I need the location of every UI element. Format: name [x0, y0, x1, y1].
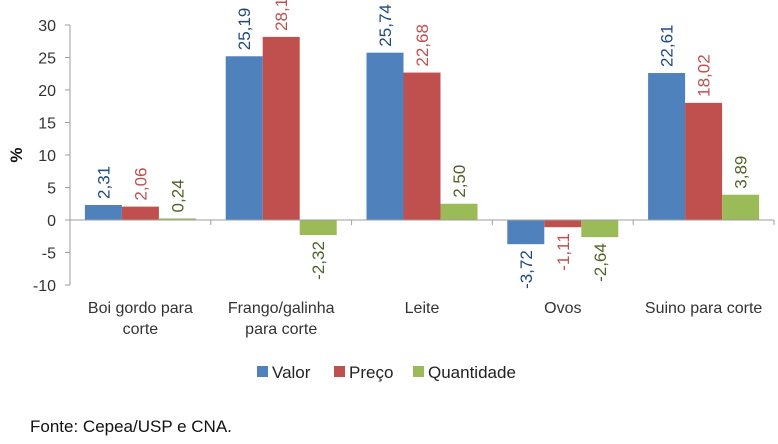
- bar-quantidade: [158, 218, 196, 220]
- x-tick-label: para corte: [245, 321, 317, 338]
- legend-swatch-valor: [257, 366, 268, 377]
- x-axis: Boi gordo para corte Frango/galinha para co…: [69, 219, 775, 338]
- x-tick-label: Frango/galinha: [228, 300, 335, 317]
- y-tick-label: 30: [38, 18, 56, 35]
- legend-label: Quantidade: [428, 363, 516, 382]
- bar-chart: -10 -5 0 5 10 15 20 25 30% Boi gordo para corte Fr…: [7, 0, 775, 382]
- y-tick-label: 0: [47, 213, 56, 230]
- data-label: -3,72: [517, 250, 536, 289]
- data-label: -2,64: [591, 243, 610, 282]
- y-tick-label: 15: [38, 116, 56, 133]
- data-label: 25,74: [376, 4, 395, 47]
- y-tick-label: -10: [33, 278, 56, 295]
- y-axis: -10 -5 0 5 10 15 20 25 30%: [7, 18, 71, 295]
- y-tick-label: 25: [38, 51, 56, 68]
- legend-label: Valor: [272, 363, 311, 382]
- legend-swatch-preço: [334, 366, 345, 377]
- data-label: 22,61: [658, 24, 677, 67]
- x-tick-label: Suino para corte: [645, 300, 763, 317]
- y-axis-title: %: [7, 147, 26, 162]
- y-tick-label: 10: [38, 148, 56, 165]
- legend: Valor Preço Quantidade: [257, 363, 516, 382]
- bar-preço: [262, 36, 300, 220]
- source-note: Fonte: Cepea/USP e CNA.: [30, 417, 232, 436]
- bar-valor: [648, 73, 686, 220]
- data-label: 2,50: [450, 165, 469, 198]
- bars: [84, 36, 760, 245]
- data-label: 22,68: [413, 24, 432, 67]
- bar-preço: [544, 220, 582, 228]
- data-labels: 2,31 2,06 0,24 25,19 28,17 -2,32 25,74 22,68 2,5…: [94, 0, 750, 289]
- bar-quantidade: [440, 203, 478, 220]
- legend-swatch-quantidade: [413, 366, 424, 377]
- data-label: 18,02: [695, 54, 714, 97]
- bar-quantidade: [299, 220, 337, 236]
- bar-valor: [507, 220, 545, 245]
- data-label: 28,17: [272, 0, 291, 31]
- bar-valor: [225, 56, 263, 220]
- bar-preço: [121, 206, 159, 220]
- x-tick-label: corte: [123, 321, 159, 338]
- data-label: 2,06: [131, 168, 150, 201]
- x-tick-label: Boi gordo para: [88, 300, 193, 317]
- x-tick-label: Leite: [405, 300, 440, 317]
- data-label: 25,19: [235, 8, 254, 51]
- data-label: 3,89: [732, 156, 751, 189]
- bar-valor: [84, 204, 122, 220]
- data-label: -1,11: [554, 233, 573, 271]
- y-tick-label: 20: [38, 83, 56, 100]
- legend-label: Preço: [349, 363, 393, 382]
- bar-quantidade: [722, 194, 760, 220]
- bar-preço: [403, 72, 441, 220]
- data-label: 0,24: [168, 179, 187, 212]
- data-label: -2,32: [309, 241, 328, 280]
- y-tick-label: -5: [42, 246, 56, 263]
- data-label: 2,31: [94, 166, 113, 199]
- bar-valor: [366, 52, 404, 220]
- x-tick-label: Ovos: [544, 300, 581, 317]
- y-tick-label: 5: [47, 181, 56, 198]
- bar-preço: [685, 102, 723, 220]
- bar-quantidade: [581, 220, 619, 238]
